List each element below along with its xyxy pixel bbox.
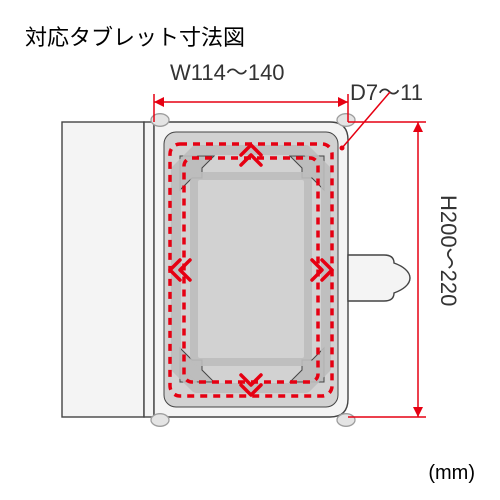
dimension-diagram (0, 0, 500, 500)
page: 対応タブレット寸法図 W114～140 D7～11 H200～220 (mm) (0, 0, 500, 500)
